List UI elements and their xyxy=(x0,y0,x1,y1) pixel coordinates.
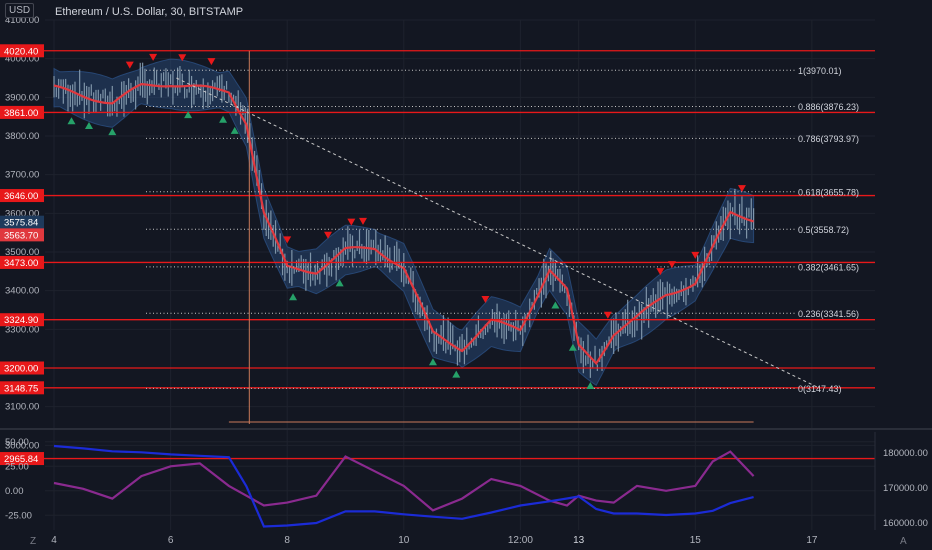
sell-signal-icon xyxy=(125,61,134,69)
log-scale-button[interactable]: Z xyxy=(30,536,37,547)
price-axis-label: 3700.00 xyxy=(5,170,39,181)
osc-axis-label: 0.00 xyxy=(5,486,24,497)
buy-signal-icon xyxy=(184,111,193,119)
level-label: 3646.00 xyxy=(4,191,38,202)
fib-level-label: 0.236(3341.56) xyxy=(798,309,859,319)
buy-signal-icon xyxy=(230,126,239,134)
price-axis-label: 3800.00 xyxy=(5,131,39,142)
buy-signal-icon xyxy=(219,115,228,123)
fib-level-label: 0.786(3793.97) xyxy=(798,134,859,144)
moving-average-line xyxy=(53,82,754,366)
level-label: 3473.00 xyxy=(4,258,38,269)
current-price-label: 3575.84 xyxy=(4,218,38,229)
sell-signal-icon xyxy=(603,311,612,319)
ma-value-label: 3563.70 xyxy=(4,230,38,241)
level-label: 3200.00 xyxy=(4,364,38,375)
buy-signal-icon xyxy=(335,279,344,287)
osc-axis-label: -25.00 xyxy=(5,510,32,521)
buy-signal-icon xyxy=(67,117,76,125)
time-axis-label: 17 xyxy=(806,535,818,546)
osc-right-axis-label: 170000.00 xyxy=(883,483,928,494)
sell-signal-icon xyxy=(691,251,700,259)
currency-button[interactable]: USD xyxy=(5,3,35,18)
price-axis-label: 3600.00 xyxy=(5,208,39,219)
sell-signal-icon xyxy=(324,231,333,239)
sell-signal-icon xyxy=(481,295,490,303)
level-label-bg xyxy=(0,189,44,203)
price-axis-label: 3500.00 xyxy=(5,247,39,258)
sell-signal-icon xyxy=(149,53,158,61)
oscillator-blue-line xyxy=(53,444,754,528)
fib-level-label: 0(3147.43) xyxy=(798,384,842,394)
sell-signal-icon xyxy=(656,268,665,276)
time-axis-label: 6 xyxy=(168,535,174,546)
time-axis-label: 10 xyxy=(398,535,410,546)
buy-signal-icon xyxy=(428,358,437,366)
time-axis-label: 13 xyxy=(573,535,585,546)
auto-scale-button[interactable]: A xyxy=(900,536,907,547)
buy-signal-icon xyxy=(551,301,560,309)
sell-signal-icon xyxy=(283,236,292,244)
price-axis-label: 4000.00 xyxy=(5,54,39,65)
sell-signal-icon xyxy=(178,54,187,62)
osc-right-axis-label: 160000.00 xyxy=(883,518,928,529)
sell-signal-icon xyxy=(347,218,356,226)
price-axis-label: 4100.00 xyxy=(5,15,39,26)
sell-signal-icon xyxy=(358,217,367,225)
level-label-bg xyxy=(0,452,44,466)
osc-axis-label: 50.00 xyxy=(5,437,29,448)
buy-signal-icon xyxy=(452,370,461,378)
time-axis-label: 15 xyxy=(690,535,702,546)
price-axis-label: 3900.00 xyxy=(5,92,39,103)
fib-level-label: 0.5(3558.72) xyxy=(798,225,849,235)
fib-level-label: 0.618(3655.78) xyxy=(798,187,859,197)
level-label-bg xyxy=(0,381,44,395)
chart-title: Ethereum / U.S. Dollar, 30, BITSTAMP xyxy=(55,6,244,18)
buy-signal-icon xyxy=(568,343,577,351)
level-label-bg xyxy=(0,361,44,375)
price-axis-label: 3100.00 xyxy=(5,402,39,413)
osc-right-axis-label: 180000.00 xyxy=(883,448,928,459)
fib-level-label: 1(3970.01) xyxy=(798,66,842,76)
level-label: 3324.90 xyxy=(4,315,38,326)
buy-signal-icon xyxy=(108,128,117,136)
osc-axis-label: 25.00 xyxy=(5,461,29,472)
buy-signal-icon xyxy=(586,382,595,390)
trend-line[interactable] xyxy=(176,77,818,388)
ma-value-bg xyxy=(0,228,44,242)
time-axis-label: 8 xyxy=(284,535,290,546)
fib-level-label: 0.886(3876.23) xyxy=(798,102,859,112)
time-axis-label: 4 xyxy=(51,535,57,546)
price-axis-label: 3400.00 xyxy=(5,286,39,297)
level-label: 3148.75 xyxy=(4,383,38,394)
level-label: 4020.40 xyxy=(4,46,38,57)
oscillator-purple-line xyxy=(53,450,755,512)
price-axis-label: 3300.00 xyxy=(5,324,39,335)
price-axis-label: 3000.00 xyxy=(5,440,39,451)
buy-signal-icon xyxy=(84,121,93,129)
sell-signal-icon xyxy=(207,58,216,66)
sell-signal-icon xyxy=(737,185,746,193)
time-axis-label: 12:00 xyxy=(508,535,533,546)
level-label-bg xyxy=(0,105,44,119)
level-label-bg xyxy=(0,313,44,327)
level-label-bg xyxy=(0,255,44,269)
level-label-bg xyxy=(0,44,44,58)
sell-signal-icon xyxy=(667,261,676,269)
buy-signal-icon xyxy=(289,293,298,301)
level-label: 3861.00 xyxy=(4,108,38,119)
fib-level-label: 0.382(3461.65) xyxy=(798,262,859,272)
level-label: 2965.84 xyxy=(4,454,38,465)
